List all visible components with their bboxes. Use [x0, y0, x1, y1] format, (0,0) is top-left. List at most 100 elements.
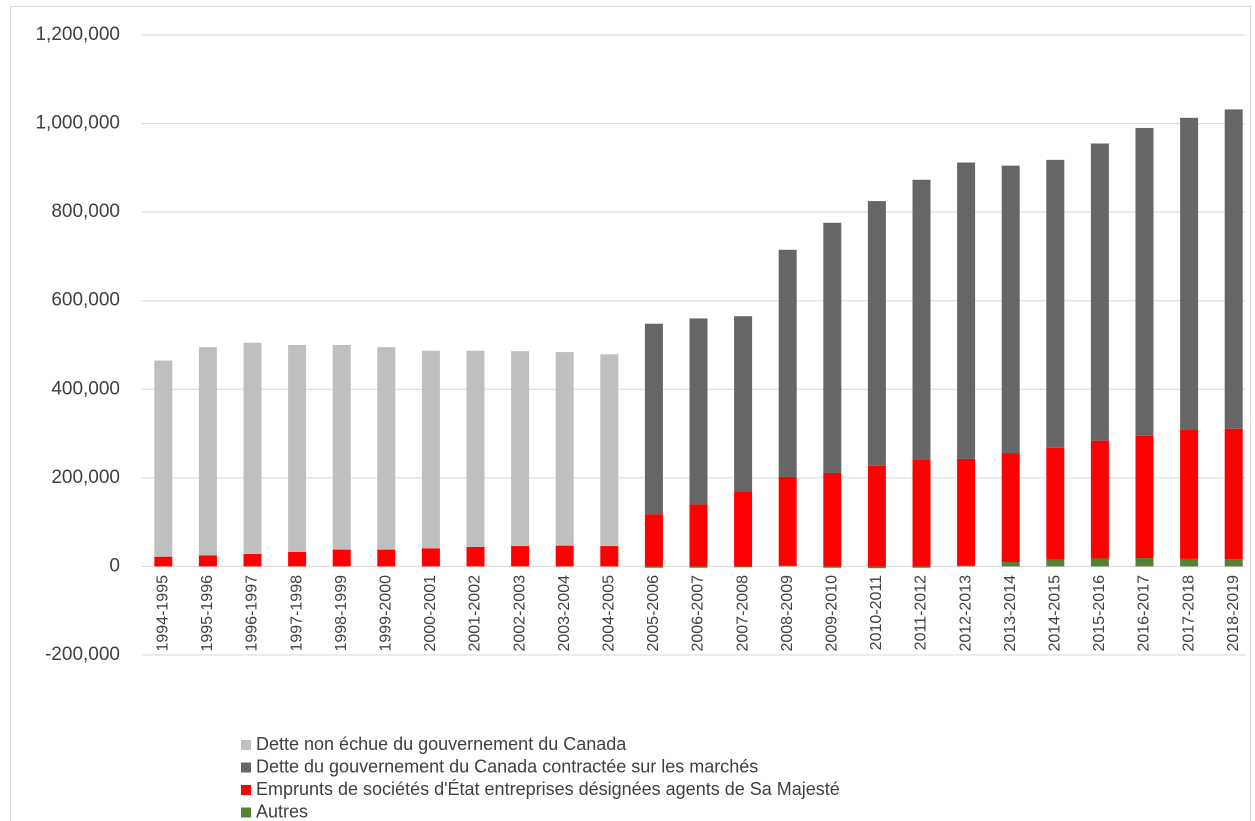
bar-segment [912, 459, 931, 567]
bar-segment [1046, 159, 1065, 448]
bar-segment [466, 546, 485, 567]
y-tick-label: 1,000,000 [35, 113, 120, 134]
bar-segment [1180, 558, 1199, 567]
bar-segment [421, 350, 440, 549]
y-tick-label: 600,000 [51, 290, 120, 311]
bar-segment [644, 566, 663, 568]
x-tick-label: 2018-2019 [1225, 575, 1242, 652]
bar-segment [1224, 109, 1243, 429]
bar-segment [823, 222, 842, 473]
bar-segment [288, 551, 307, 567]
x-tick-label: 2016-2017 [1136, 575, 1153, 652]
x-tick-label: 1996-1997 [244, 575, 261, 652]
y-tick-label: 0 [109, 555, 120, 576]
legend-swatch [241, 785, 251, 795]
bar-segment [957, 458, 976, 566]
bar-segment [912, 566, 931, 568]
x-tick-label: 1995-1996 [199, 575, 216, 652]
x-tick-label: 2012-2013 [957, 575, 974, 652]
y-tick-label: -200,000 [45, 644, 120, 665]
bar-segment [511, 351, 530, 547]
x-tick-label: 2002-2003 [511, 575, 528, 652]
y-tick-label: 200,000 [51, 467, 120, 488]
x-tick-label: 2017-2018 [1180, 575, 1197, 652]
chart-border [10, 6, 1251, 821]
bar-segment [198, 555, 217, 567]
bar-segment [1090, 558, 1109, 567]
x-tick-label: 2014-2015 [1047, 575, 1064, 652]
x-tick-label: 2008-2009 [779, 575, 796, 652]
bar-segment [243, 554, 262, 567]
bar-segment [1046, 447, 1065, 560]
bar-segment [1135, 558, 1154, 567]
x-tick-label: 1998-1999 [333, 575, 350, 652]
bar-segment [466, 350, 485, 547]
legend-swatch [241, 762, 251, 773]
x-tick-label: 2005-2006 [645, 575, 662, 652]
bar-segment [243, 342, 262, 555]
bar-segment [377, 347, 396, 550]
bar-segment [823, 472, 842, 567]
bar-segment [778, 249, 797, 477]
bar-segment [689, 318, 708, 505]
x-tick-label: 2015-2016 [1091, 575, 1108, 652]
bar-segment [1135, 435, 1154, 559]
bar-segment [778, 476, 797, 566]
bar-segment [689, 504, 708, 567]
x-tick-label: 2006-2007 [690, 575, 707, 652]
bar-segment [1090, 143, 1109, 441]
bar-segment [1046, 559, 1065, 567]
x-tick-label: 2009-2010 [824, 575, 841, 652]
bar-segment [332, 345, 351, 550]
bar-segment [1001, 165, 1020, 454]
bar-segment [957, 565, 976, 567]
bar-segment [823, 566, 842, 568]
bar-segment [1224, 428, 1243, 560]
bar-segment [734, 491, 753, 567]
x-tick-label: 2011-2012 [913, 575, 930, 650]
legend-label: Dette non échue du gouvernement du Canad… [256, 734, 627, 754]
legend-label: Dette du gouvernement du Canada contract… [256, 756, 758, 776]
bar-segment [734, 566, 753, 568]
bar-segment [1180, 117, 1199, 431]
bar-segment [377, 549, 396, 567]
bar-segment [778, 565, 797, 567]
bar-segment [867, 465, 886, 567]
x-tick-label: 2003-2004 [556, 575, 573, 652]
x-tick-label: 2000-2001 [422, 575, 439, 652]
y-tick-label: 400,000 [51, 378, 120, 399]
x-tick-label: 2010-2011 [868, 575, 885, 650]
bar-segment [154, 556, 173, 567]
bar-segment [689, 566, 708, 568]
bar-segment [644, 323, 663, 515]
legend-label: Emprunts de sociétés d'État entreprises … [256, 779, 840, 799]
bar-segment [1135, 128, 1154, 436]
x-tick-label: 2001-2002 [467, 575, 484, 652]
bar-segment [288, 345, 307, 552]
bar-segment [1224, 559, 1243, 567]
y-tick-label: 1,200,000 [35, 24, 120, 45]
bar-segment [1180, 430, 1199, 559]
bar-segment [198, 347, 217, 556]
legend-label: Autres [256, 801, 308, 821]
legend-swatch [241, 740, 251, 750]
bar-segment [644, 514, 663, 567]
bar-segment [912, 179, 931, 460]
x-tick-label: 1997-1998 [288, 575, 305, 652]
bar-segment [332, 549, 351, 567]
bar-segment [867, 566, 886, 569]
bar-segment [600, 354, 619, 547]
x-tick-label: 2007-2008 [734, 575, 751, 652]
bar-segment [511, 546, 530, 567]
bar-segment [1001, 562, 1020, 567]
x-tick-label: 2004-2005 [601, 575, 618, 652]
bar-segment [1001, 453, 1020, 562]
legend-swatch [241, 807, 251, 818]
bar-segment [867, 201, 886, 466]
bar-segment [734, 316, 753, 492]
bar-segment [555, 352, 574, 546]
x-tick-label: 2013-2014 [1002, 575, 1019, 652]
bar-segment [154, 360, 173, 557]
bar-segment [1090, 440, 1109, 559]
